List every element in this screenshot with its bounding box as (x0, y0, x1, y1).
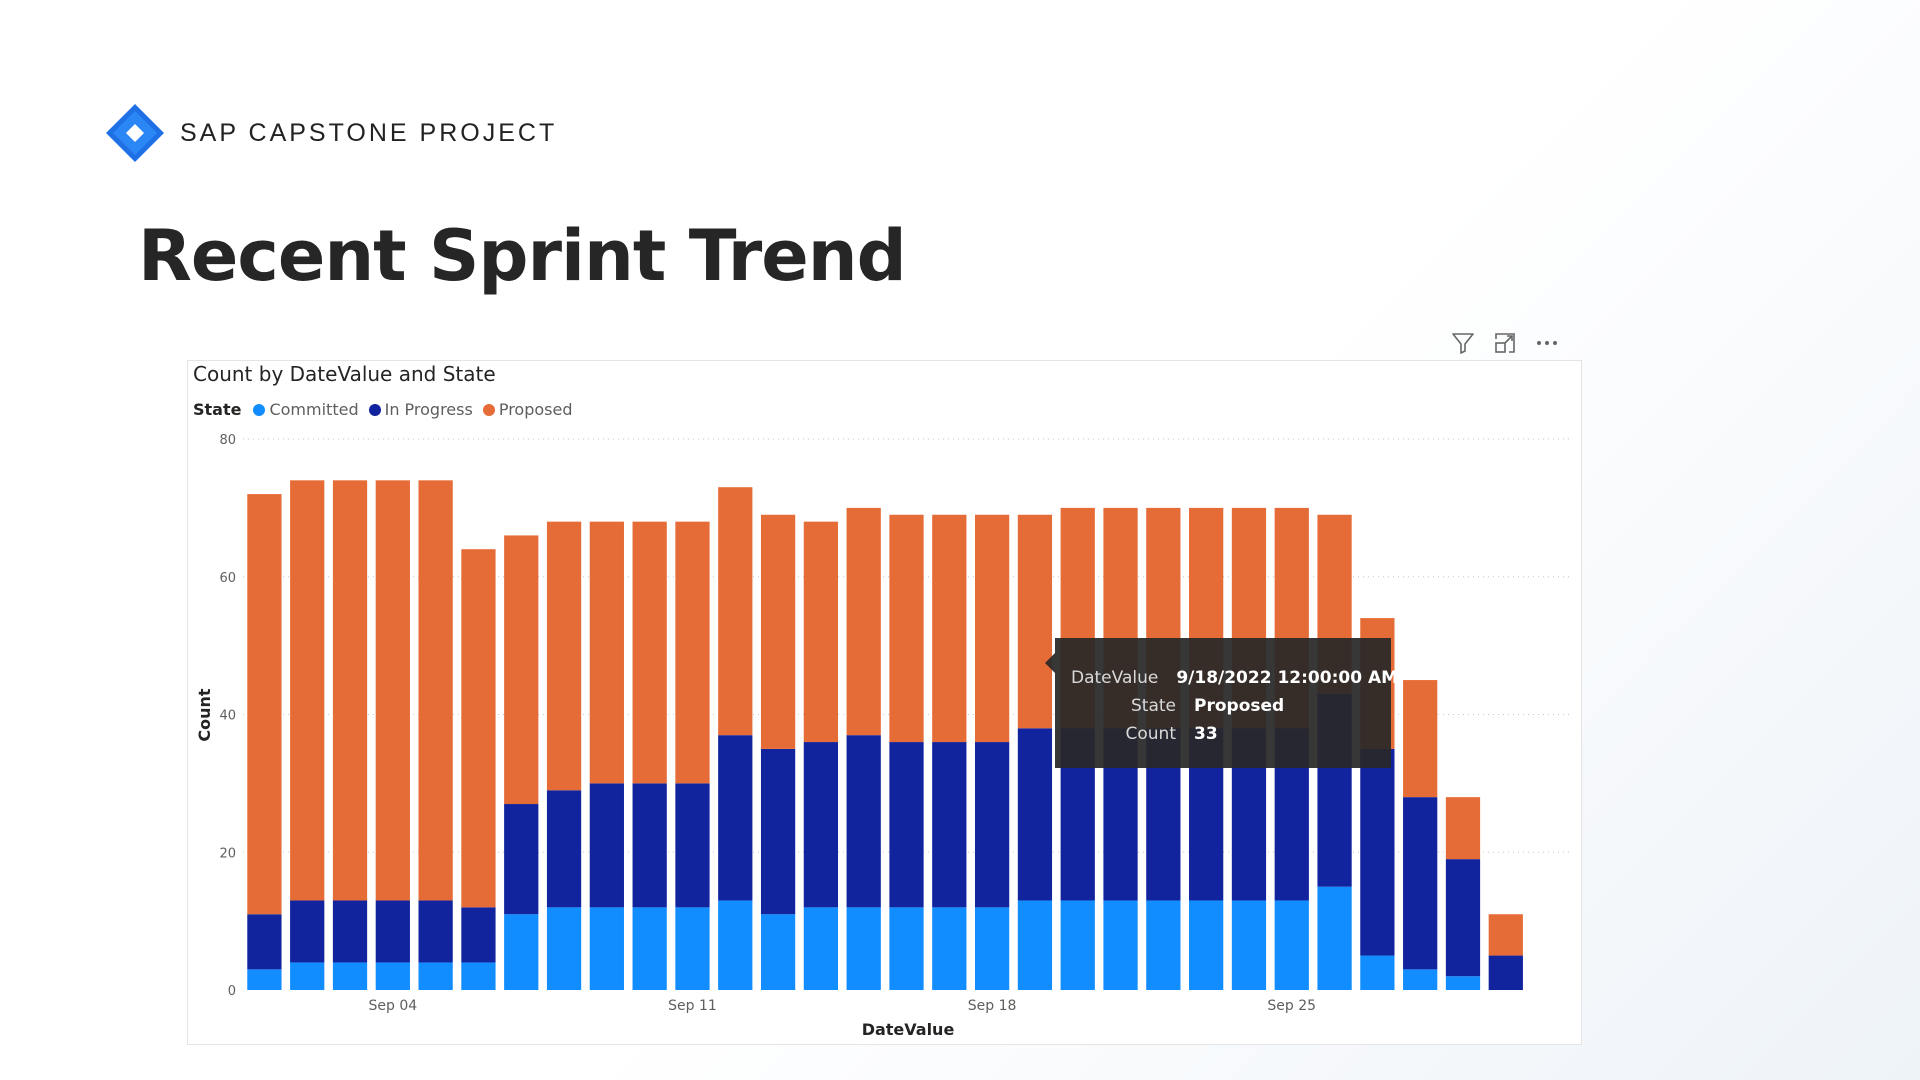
legend-label-in-progress: In Progress (384, 400, 473, 419)
legend-label-proposed: Proposed (498, 400, 573, 419)
legend-item-proposed[interactable]: Proposed (482, 400, 573, 419)
legend-swatch-in-progress (368, 403, 381, 416)
jira-diamond-icon (106, 104, 164, 162)
focus-mode-icon[interactable] (1492, 330, 1518, 356)
tooltip-label-state: State (1131, 696, 1176, 716)
legend-item-in-progress[interactable]: In Progress (368, 400, 473, 419)
more-options-icon[interactable] (1534, 330, 1560, 356)
tooltip-value-datevalue: 9/18/2022 12:00:00 AM (1176, 668, 1399, 688)
brand: SAP CAPSTONE PROJECT (106, 104, 557, 162)
tooltip-row: Count 33 (1071, 720, 1375, 748)
tooltip-row: State Proposed (1071, 692, 1375, 720)
tooltip-label-datevalue: DateValue (1071, 668, 1159, 688)
legend-swatch-proposed (482, 403, 495, 416)
chart-title: Count by DateValue and State (193, 362, 496, 386)
tooltip-label-count: Count (1125, 724, 1177, 744)
chart-legend: State Committed In Progress Proposed (193, 400, 573, 419)
filter-icon[interactable] (1450, 330, 1476, 356)
brand-name: SAP CAPSTONE PROJECT (180, 118, 558, 147)
chart-tooltip: DateValue 9/18/2022 12:00:00 AM State Pr… (1045, 638, 1398, 768)
legend-label-committed: Committed (269, 400, 359, 419)
legend-title: State (193, 400, 242, 419)
legend-item-committed[interactable]: Committed (253, 400, 359, 419)
visual-header-toolbar (1450, 330, 1560, 356)
tooltip-value-count: 33 (1194, 724, 1218, 744)
legend-swatch-committed (253, 403, 266, 416)
tooltip-row: DateValue 9/18/2022 12:00:00 AM (1071, 664, 1398, 692)
tooltip-value-state: Proposed (1194, 696, 1285, 716)
page-title: Recent Sprint Trend (138, 215, 907, 297)
